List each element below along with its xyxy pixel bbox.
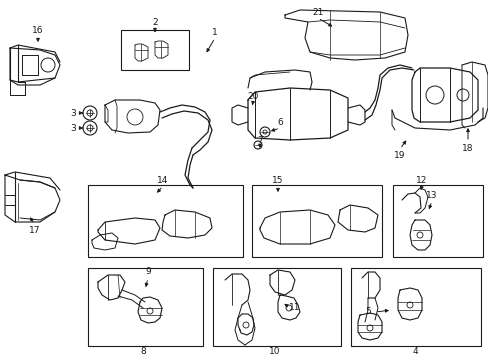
Text: 14: 14 [157, 176, 168, 185]
Text: 11: 11 [289, 303, 300, 312]
Text: 12: 12 [415, 176, 427, 185]
Text: 7: 7 [257, 135, 263, 144]
Text: 3: 3 [70, 123, 76, 132]
Text: 3: 3 [70, 108, 76, 117]
Bar [251, 185, 381, 257]
Text: 10: 10 [269, 347, 280, 356]
Bar [213, 268, 340, 346]
Text: 1: 1 [212, 27, 218, 36]
Bar [88, 185, 243, 257]
Bar [350, 268, 480, 346]
Text: 13: 13 [426, 190, 437, 199]
Text: 4: 4 [411, 347, 417, 356]
Text: 16: 16 [32, 26, 43, 35]
Text: 6: 6 [277, 117, 282, 126]
Text: 2: 2 [152, 18, 158, 27]
Text: 9: 9 [145, 267, 151, 276]
Text: 15: 15 [272, 176, 283, 185]
Text: 19: 19 [393, 150, 405, 159]
Text: 17: 17 [29, 225, 41, 234]
Bar [121, 30, 189, 70]
Text: 8: 8 [140, 347, 145, 356]
Bar [88, 268, 203, 346]
Text: 21: 21 [312, 8, 323, 17]
Text: 5: 5 [365, 307, 370, 316]
Text: 18: 18 [461, 144, 473, 153]
Bar [392, 185, 482, 257]
Text: 20: 20 [247, 91, 258, 100]
